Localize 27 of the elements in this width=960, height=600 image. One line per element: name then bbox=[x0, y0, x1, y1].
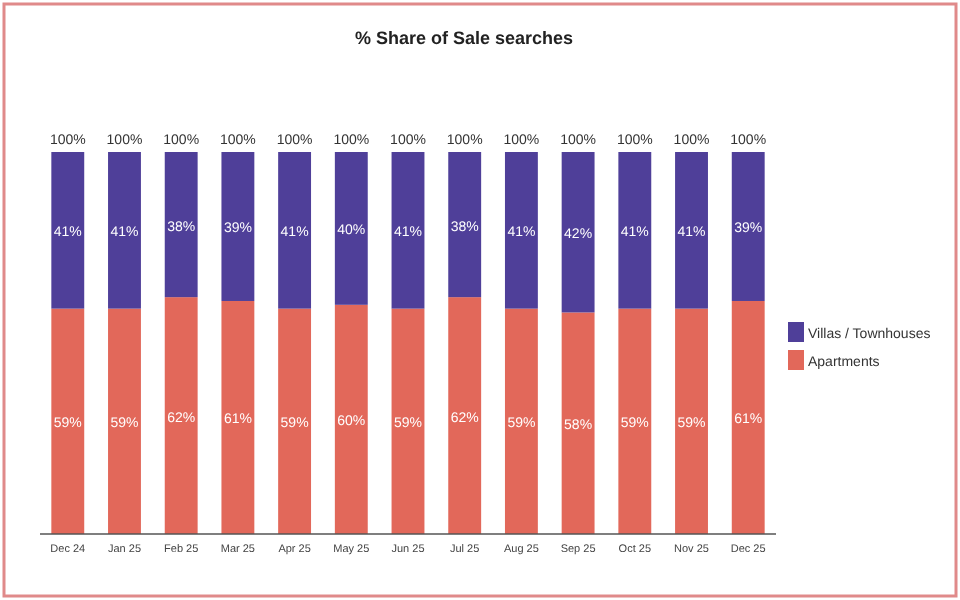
bar bbox=[561, 312, 595, 534]
bar bbox=[504, 308, 538, 534]
bar bbox=[675, 152, 708, 309]
bar bbox=[108, 308, 141, 534]
bar bbox=[164, 152, 198, 298]
bar bbox=[448, 297, 482, 534]
bar bbox=[618, 308, 652, 534]
bar bbox=[504, 152, 538, 309]
bar bbox=[618, 152, 652, 309]
bar bbox=[278, 152, 312, 309]
bar bbox=[391, 152, 425, 309]
bar bbox=[448, 152, 482, 298]
bar bbox=[278, 308, 312, 534]
bar bbox=[51, 308, 85, 534]
bar bbox=[221, 300, 255, 534]
bar bbox=[561, 152, 595, 313]
bar bbox=[731, 300, 765, 534]
bar bbox=[391, 308, 425, 534]
bar bbox=[164, 297, 198, 534]
chart-title: % Share of Sale searches bbox=[354, 28, 574, 48]
bar bbox=[51, 152, 85, 309]
bar bbox=[334, 152, 368, 305]
bar bbox=[221, 152, 255, 301]
bar bbox=[108, 152, 141, 309]
bar bbox=[731, 152, 765, 301]
bar bbox=[675, 308, 708, 534]
bar bbox=[334, 304, 368, 534]
